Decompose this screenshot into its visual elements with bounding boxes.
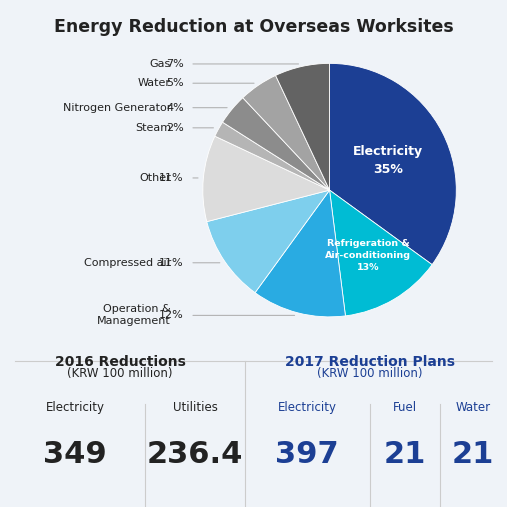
Text: Energy Reduction at Overseas Worksites: Energy Reduction at Overseas Worksites (54, 18, 453, 36)
Wedge shape (223, 98, 330, 190)
Text: Gas: Gas (150, 59, 171, 69)
Text: 11%: 11% (159, 173, 184, 183)
Text: 2016 Reductions: 2016 Reductions (55, 354, 186, 369)
Text: 7%: 7% (166, 59, 184, 69)
Wedge shape (255, 190, 345, 317)
Text: 5%: 5% (166, 78, 184, 88)
Text: Refrigeration &
Air-conditioning
13%: Refrigeration & Air-conditioning 13% (325, 239, 411, 272)
Text: Electricity
35%: Electricity 35% (353, 144, 423, 176)
Text: 21: 21 (384, 440, 426, 469)
Text: 397: 397 (275, 440, 339, 469)
Text: Water: Water (138, 78, 171, 88)
Text: 2%: 2% (166, 123, 184, 133)
Text: (KRW 100 million): (KRW 100 million) (67, 368, 173, 380)
Wedge shape (215, 122, 330, 190)
Text: Water: Water (455, 401, 491, 414)
Text: 11%: 11% (159, 258, 184, 268)
Text: 4%: 4% (166, 103, 184, 113)
Wedge shape (243, 76, 330, 190)
Text: 236.4: 236.4 (147, 440, 243, 469)
Text: Compressed air: Compressed air (84, 258, 171, 268)
Text: 2017 Reduction Plans: 2017 Reduction Plans (285, 354, 455, 369)
Text: 21: 21 (452, 440, 494, 469)
Text: Fuel: Fuel (393, 401, 417, 414)
Text: (KRW 100 million): (KRW 100 million) (317, 368, 423, 380)
Wedge shape (207, 190, 330, 293)
Wedge shape (203, 136, 330, 222)
Text: Utilities: Utilities (172, 401, 218, 414)
Text: Electricity: Electricity (277, 401, 337, 414)
Wedge shape (330, 190, 432, 316)
Text: 349: 349 (43, 440, 107, 469)
Text: 12%: 12% (159, 310, 184, 320)
Text: Operation &
Management: Operation & Management (97, 304, 171, 327)
Text: Nitrogen Generator: Nitrogen Generator (63, 103, 171, 113)
Text: Electricity: Electricity (46, 401, 104, 414)
Text: Steam: Steam (135, 123, 171, 133)
Wedge shape (330, 63, 456, 265)
Wedge shape (276, 63, 330, 190)
Text: Other: Other (139, 173, 171, 183)
